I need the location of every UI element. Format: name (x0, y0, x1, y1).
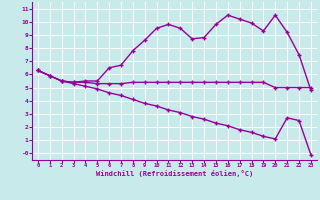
X-axis label: Windchill (Refroidissement éolien,°C): Windchill (Refroidissement éolien,°C) (96, 170, 253, 177)
